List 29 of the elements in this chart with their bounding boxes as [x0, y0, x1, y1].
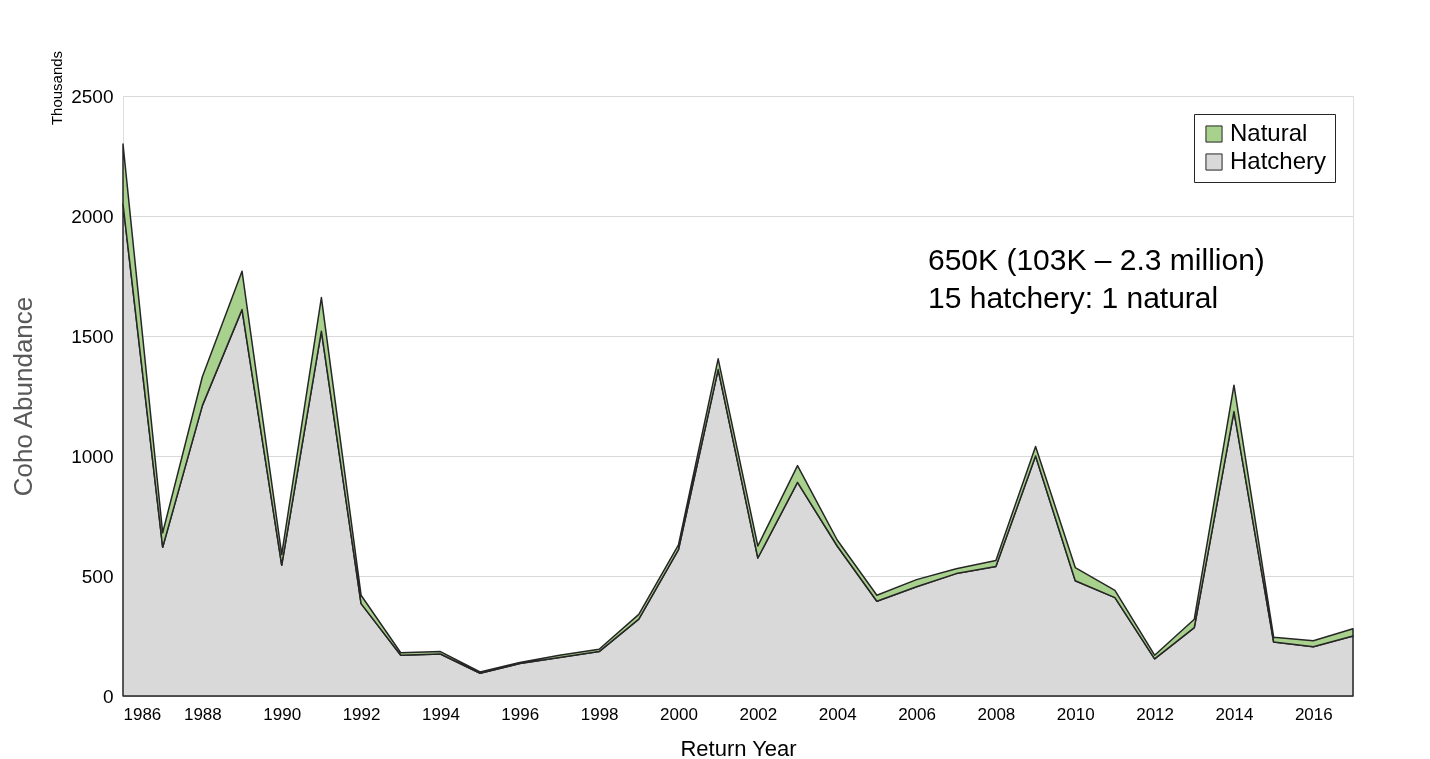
- x-tick-label: 2012: [1136, 704, 1175, 724]
- y-tick-label: 2000: [71, 205, 114, 227]
- x-tick-label: 1986: [123, 704, 162, 724]
- x-tick-label: 2014: [1215, 704, 1254, 724]
- y-tick-label: 0: [102, 685, 114, 707]
- x-axis-title: Return Year: [680, 735, 797, 759]
- x-tick-label: 2016: [1294, 704, 1333, 724]
- x-tick-label: 2006: [898, 704, 936, 724]
- x-tick-label: 1996: [501, 704, 540, 724]
- x-tick-label: 2008: [977, 704, 1016, 724]
- annotation: 15 hatchery: 1 natural: [928, 281, 1219, 314]
- legend-label: Natural: [1230, 119, 1308, 146]
- x-tick-label: 2002: [739, 704, 778, 724]
- x-tick-label: 1988: [183, 704, 222, 724]
- x-tick-label: 2000: [660, 704, 698, 724]
- annotation: 650K (103K – 2.3 million): [928, 243, 1265, 276]
- x-tick-label: 1994: [422, 704, 460, 724]
- y-tick-label: 500: [81, 565, 114, 587]
- text: Thousands: [48, 50, 65, 126]
- x-tick-label: 1998: [580, 704, 619, 724]
- x-tick-label: 2010: [1056, 704, 1095, 724]
- legend-label: Hatchery: [1230, 147, 1327, 174]
- y-tick-label: 1500: [71, 325, 114, 347]
- y-tick-label: 1000: [71, 445, 114, 467]
- x-tick-label: 2004: [818, 704, 857, 724]
- x-tick-label: 1992: [342, 704, 381, 724]
- y-axis-title: Coho Abundance: [8, 296, 39, 497]
- x-tick-label: 1990: [263, 704, 302, 724]
- y-tick-label: 2500: [71, 85, 114, 107]
